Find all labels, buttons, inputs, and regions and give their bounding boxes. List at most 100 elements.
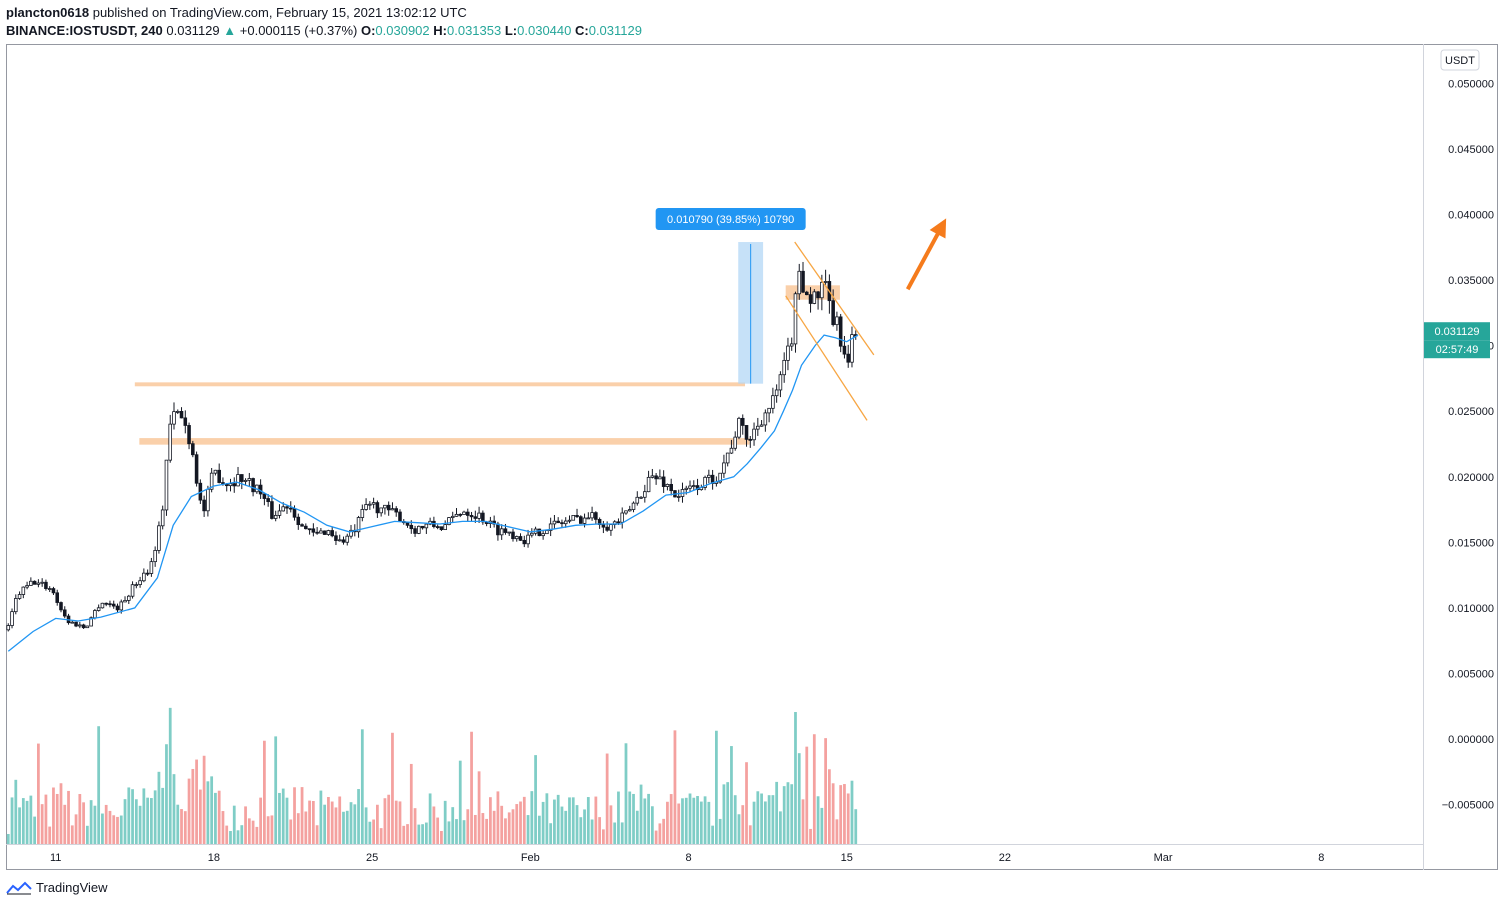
volume-bar [10,797,14,844]
volume-bar [816,796,820,844]
candle-up [157,525,161,551]
price-change: +0.000115 (+0.37%) [239,23,358,38]
publish-info: plancton0618 published on TradingView.co… [6,5,467,20]
price-tag-box [1424,322,1490,341]
time-axis[interactable]: 11 18 25 Feb 8 15 22 Mar 8 [50,852,1324,864]
candle-up [786,345,790,361]
volume-bar [104,804,108,844]
volume-bar [647,793,650,844]
volume-bar [809,828,812,844]
volume-bar [854,809,858,844]
publisher-name[interactable]: plancton0618 [6,5,90,20]
candle-down [179,411,184,419]
currency-label-box[interactable]: USDT [1440,49,1480,71]
volume-bar [119,815,123,844]
candle-down [481,512,485,523]
candle-down [740,417,745,426]
plot-area[interactable]: 0.010790 (39.85%) 10790 [6,208,947,844]
volume-bar [364,807,368,844]
candle-down [537,528,542,537]
volume-bar [52,787,55,844]
volume-bar [666,801,669,844]
candle-down [288,507,293,510]
volume-bar [752,801,756,844]
volume-bar [481,813,485,844]
volume-bar [334,807,338,844]
tradingview-brand[interactable]: TradingView [36,880,108,895]
volume-bar [669,794,673,844]
volume-bar [432,806,436,844]
candle-down [522,539,527,545]
volume-bar [44,794,48,844]
price-tick-label: 0.035000 [1448,275,1494,287]
candle-up [243,479,248,482]
candle-up [692,485,696,487]
candle-down [311,528,316,533]
volume-bar [835,819,839,844]
candle-down [748,438,753,441]
candle-up [658,476,662,480]
candle-down [605,526,609,531]
candle-down [518,536,523,541]
candle-down [579,516,583,524]
time-tick-label: 11 [50,852,61,864]
candle-up [733,436,737,449]
volume-bar [820,807,824,844]
candle-up [78,624,82,627]
volume-bar [360,729,364,844]
low-value: 0.030440 [517,23,572,38]
candle-down [74,621,78,627]
open-value: 0.030902 [375,23,430,38]
price-axis[interactable]: 0.0500000.0450000.0400000.0350000.030000… [1424,78,1494,812]
volume-bar [492,810,496,844]
candle-down [386,504,391,511]
volume-bar [251,820,255,844]
time-tick-label: 8 [685,852,691,864]
volume-bar [801,799,805,844]
candle-up [548,523,553,531]
candle-up [85,625,90,629]
volume-bar [571,797,575,844]
volume-bar [681,798,684,844]
currency-label-frame [1440,49,1480,71]
volume-bar [289,819,293,844]
volume-bar [779,811,782,844]
candle-up [371,502,376,505]
volume-bar [650,806,654,844]
volume-bar [767,795,771,844]
symbol-legend: BINANCE:IOSTUSDT, 240 0.031129 ▲ +0.0001… [6,23,642,38]
volume-bar [232,805,236,844]
volume-bar [632,793,635,844]
volume-bar [620,822,624,844]
symbol-name[interactable]: BINANCE:IOSTUSDT, 240 [6,23,163,38]
volume-bar [726,782,730,844]
candle-up [349,529,353,537]
volume-bar [134,799,138,844]
candle-up [10,611,14,626]
volume-bar [59,783,63,844]
volume-bar [89,800,93,844]
candle-up [29,580,33,586]
candle-down [398,511,402,522]
volume-bar [406,824,409,844]
candle-down [831,300,835,326]
volume-bar [29,795,33,844]
price-tick-label: 0.025000 [1448,406,1494,418]
candle-up [684,487,689,490]
candle-up [823,281,828,283]
candle-up [567,519,572,522]
volume-bar [628,791,632,844]
candle-up [424,523,429,529]
volume-bar [142,788,146,844]
volume-bar [775,781,779,844]
price-chart[interactable]: 0.010790 (39.85%) 10790 0.050000 0.045000… [6,44,1498,870]
volume-bar [718,818,722,844]
volume-bar [658,823,662,844]
volume-bar [782,786,786,844]
candle-up [782,359,786,376]
candle-down [191,443,195,456]
volume-bar [214,792,217,844]
countdown-tag-box [1424,340,1490,359]
volume-bar [473,814,477,844]
price-tag: 0.031129 [1434,326,1479,338]
